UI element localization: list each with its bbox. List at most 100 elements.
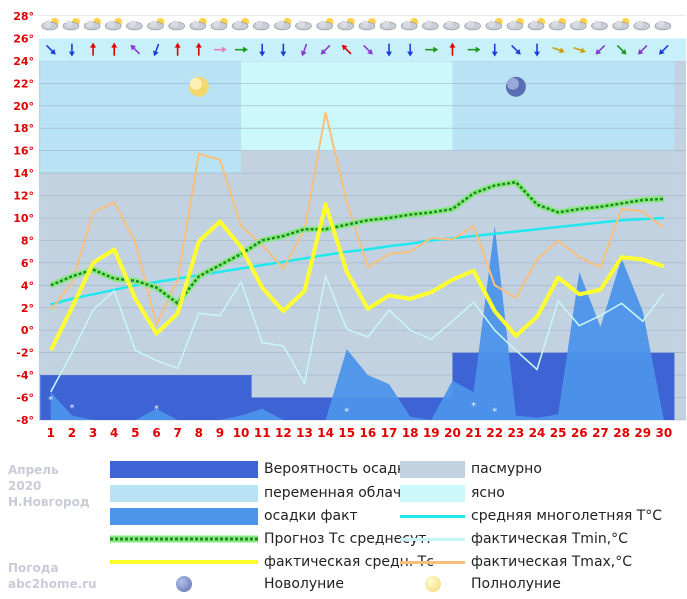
y-tick-label: 24° <box>13 55 34 68</box>
cloud-puff <box>636 20 644 28</box>
cloud-icon <box>168 20 185 31</box>
city-label: Н.Новгород <box>8 495 90 509</box>
cloud-sun-icon <box>569 17 588 31</box>
legend-swatch-fact-min <box>400 537 465 541</box>
cloud-puff <box>657 20 665 28</box>
cloud-puff <box>213 20 221 28</box>
x-tick-label: 10 <box>233 426 250 440</box>
legend-label-partly: переменная облачность <box>264 485 444 501</box>
brand-line-1: Погода <box>8 561 59 575</box>
wind-arrow-icon <box>152 43 160 57</box>
y-tick-label: 14° <box>13 167 34 180</box>
wind-arrow-head <box>386 51 393 57</box>
new-moon-icon <box>176 576 192 592</box>
cloud-icon <box>591 20 608 31</box>
legend-swatch-fact-mean <box>110 560 258 564</box>
cloud-puff <box>107 20 115 28</box>
legend-label-full-moon: Полнолуние <box>471 576 561 592</box>
legend-forecast-mean: Прогноз Тс среднесут. <box>110 528 431 550</box>
x-tick-label: 1 <box>47 426 55 440</box>
cloud-sun-icon <box>231 17 250 31</box>
wind-arrow-head <box>152 50 159 57</box>
x-tick-label: 26 <box>571 426 588 440</box>
legend-climate-mean: средняя многолетняя T°C <box>400 505 662 527</box>
brand-line-2: abc2home.ru <box>8 577 97 591</box>
y-tick-label: -2° <box>16 347 34 360</box>
wind-arrow-head <box>195 42 202 48</box>
cloud-puff <box>65 20 73 28</box>
wind-arrow-icon <box>130 44 141 55</box>
month-label: Апрель <box>8 463 59 477</box>
wind-arrow-icon <box>552 46 565 54</box>
wind-arrow-icon <box>425 46 439 53</box>
wind-strip-background <box>39 38 686 61</box>
cloud-sun-icon <box>527 17 546 31</box>
x-tick-label: 20 <box>444 426 461 440</box>
cloud-puff <box>382 20 390 28</box>
wind-arrow-icon <box>637 44 648 55</box>
x-tick-label: 14 <box>317 426 334 440</box>
cloud-puff <box>509 20 517 28</box>
fact-min-line <box>50 273 665 393</box>
cloud-sun-icon <box>506 17 524 31</box>
x-tick-label: 27 <box>592 426 609 440</box>
snow-icon: * <box>471 401 476 412</box>
wind-arrow-head <box>658 48 665 55</box>
wind-arrow-icon <box>235 46 249 53</box>
x-tick-label: 30 <box>656 426 673 440</box>
cloud-icon <box>654 20 672 31</box>
legend-label-clear: ясно <box>471 485 505 501</box>
wind-arrow-icon <box>111 42 118 56</box>
fact-max-line <box>50 112 665 328</box>
x-tick-label: 4 <box>110 426 118 440</box>
cloud-puff <box>551 20 559 28</box>
y-tick-label: 4° <box>21 279 34 292</box>
wind-arrow-icon <box>68 43 75 57</box>
cloud-icon <box>443 20 460 31</box>
legend-label-overcast: пасмурно <box>471 461 542 477</box>
legend-fact-mean: фактическая средн. Тс <box>110 551 434 573</box>
legend-swatch-fact-max <box>400 560 465 564</box>
wind-arrow-head <box>367 48 373 55</box>
cloud-puff <box>467 20 475 28</box>
y-tick-label: -8° <box>16 414 34 427</box>
wind-arrow-head <box>320 48 327 55</box>
wind-arrow-icon <box>363 44 373 55</box>
wind-arrow-icon <box>511 44 521 55</box>
wind-arrow-icon <box>491 43 498 57</box>
forecast-mean-line-dash <box>50 180 664 306</box>
cloud-sun-icon <box>316 17 334 31</box>
cloud-puff <box>276 20 284 28</box>
cloud-puff <box>192 20 200 28</box>
wind-arrow-icon <box>300 43 308 57</box>
cloud-sun-icon <box>83 17 102 31</box>
wind-arrow-head <box>433 46 439 53</box>
y-tick-label: -6° <box>16 392 34 405</box>
wind-arrow-head <box>595 48 602 55</box>
wind-arrow-head <box>515 48 521 55</box>
full-moon-icon <box>424 576 441 592</box>
x-tick-label: 23 <box>508 426 525 440</box>
wind-arrow-head <box>407 51 414 57</box>
x-tick-label: 16 <box>360 426 377 440</box>
cloud-icon <box>252 20 270 31</box>
x-tick-label: 24 <box>529 426 546 440</box>
x-tick-label: 13 <box>296 426 313 440</box>
new-moon-icon-shine <box>506 77 519 90</box>
wind-arrow-icon <box>573 46 586 54</box>
wind-arrow-head <box>300 50 307 57</box>
y-tick-label: 16° <box>13 145 34 158</box>
x-tick-label: 19 <box>423 426 440 440</box>
wind-arrow-head <box>559 47 565 54</box>
x-tick-label: 9 <box>216 426 224 440</box>
wind-arrow-icon <box>90 42 97 56</box>
wind-arrow-head <box>68 51 75 57</box>
x-tick-label: 2 <box>68 426 76 440</box>
climate-mean-line <box>50 216 664 306</box>
wind-arrow-head <box>534 51 541 57</box>
x-tick-label: 15 <box>338 426 355 440</box>
wind-arrow-head <box>491 51 498 57</box>
full-moon-icon-shine <box>189 77 202 90</box>
wind-arrow-icon <box>320 44 331 55</box>
y-tick-label: 0° <box>21 324 34 337</box>
